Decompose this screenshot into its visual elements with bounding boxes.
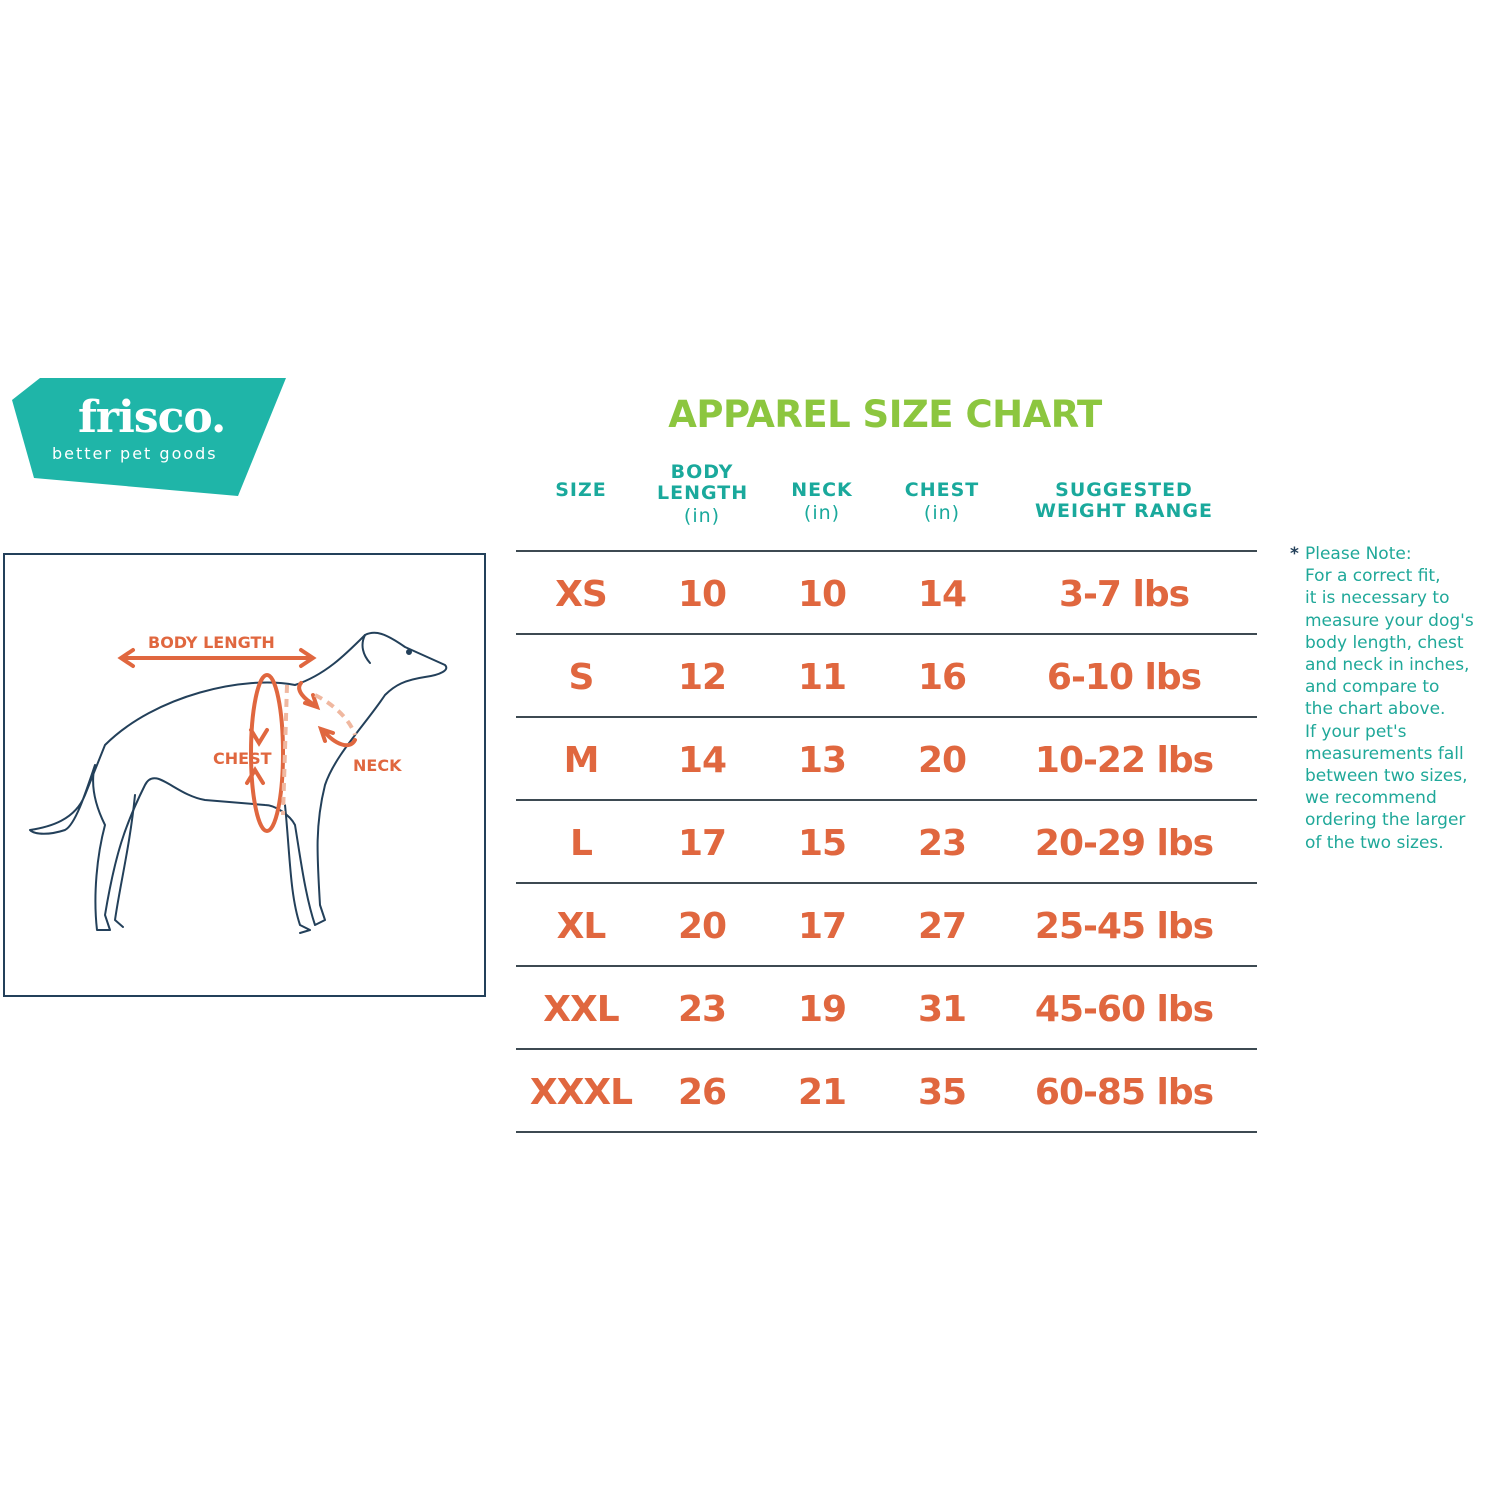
cell-size: XL <box>556 906 607 947</box>
row-divider <box>516 633 1257 635</box>
row-divider <box>516 965 1257 967</box>
cell-neck: 13 <box>797 740 847 781</box>
cell-chest: 35 <box>917 1072 967 1113</box>
note-line: For a correct fit, <box>1305 566 1441 587</box>
cell-weight-range: 45-60 lbs <box>1034 989 1214 1030</box>
table-row: S 12 11 16 6-10 lbs <box>516 636 1257 719</box>
header-unit: (in) <box>683 505 721 527</box>
note-line: of the two sizes. <box>1305 832 1444 853</box>
header-label: SIZE <box>555 479 607 501</box>
cell-size: XS <box>555 574 608 615</box>
table-row: M 14 13 20 10-22 lbs <box>516 719 1257 802</box>
cell-weight-range: 60-85 lbs <box>1034 1072 1214 1113</box>
cell-body-length: 14 <box>677 740 727 781</box>
note-line: between two sizes, <box>1305 766 1468 787</box>
cell-neck: 15 <box>797 823 847 864</box>
note-line: and compare to <box>1305 677 1440 698</box>
cell-body-length: 12 <box>677 657 727 698</box>
row-divider <box>516 1048 1257 1050</box>
cell-size: M <box>563 740 600 781</box>
neck-label: NECK <box>353 756 402 775</box>
header-weight-range: SUGGESTED WEIGHT RANGE <box>1034 480 1214 522</box>
cell-neck: 11 <box>797 657 847 698</box>
logo-tagline: better pet goods <box>52 444 218 463</box>
cell-body-length: 10 <box>677 574 727 615</box>
cell-body-length: 17 <box>677 823 727 864</box>
note-line: measurements fall <box>1305 743 1464 764</box>
note-line: it is necessary to <box>1305 588 1450 609</box>
header-label: SUGGESTED WEIGHT RANGE <box>1035 479 1213 522</box>
cell-chest: 14 <box>917 574 967 615</box>
body-length-label: BODY LENGTH <box>148 633 275 652</box>
cell-neck: 10 <box>797 574 847 615</box>
row-divider <box>516 882 1257 884</box>
header-unit: (in) <box>803 502 841 524</box>
header-body-length: BODY LENGTH (in) <box>652 462 752 527</box>
row-divider <box>516 550 1257 552</box>
logo-badge-shape <box>12 378 286 496</box>
cell-size: XXL <box>543 989 619 1030</box>
please-note: * Please Note: For a correct fit, it is ne… <box>1290 543 1474 854</box>
table-row: XXL 23 19 31 45-60 lbs <box>516 968 1257 1051</box>
dog-measurement-diagram: BODY LENGTH CHEST NECK <box>3 553 486 997</box>
logo-wordmark: frisco. <box>78 392 226 443</box>
cell-size: XXXL <box>529 1072 633 1113</box>
note-line: the chart above. <box>1305 699 1446 720</box>
note-line: If your pet's <box>1305 721 1407 742</box>
cell-neck: 21 <box>797 1072 847 1113</box>
note-line: and neck in inches, <box>1305 655 1470 676</box>
cell-neck: 17 <box>797 906 847 947</box>
cell-body-length: 26 <box>677 1072 727 1113</box>
cell-weight-range: 25-45 lbs <box>1034 906 1214 947</box>
dog-illustration <box>29 631 448 934</box>
cell-chest: 20 <box>917 740 967 781</box>
chart-title: APPAREL SIZE CHART <box>668 393 1102 436</box>
table-row: XL 20 17 27 25-45 lbs <box>516 885 1257 968</box>
cell-size: L <box>570 823 593 864</box>
table-row: XXXL 26 21 35 60-85 lbs <box>516 1051 1257 1134</box>
asterisk: * <box>1290 544 1299 564</box>
header-unit: (in) <box>923 502 961 524</box>
header-label: CHEST <box>904 479 980 501</box>
note-line: measure your dog's <box>1305 610 1474 631</box>
frisco-logo: frisco. better pet goods <box>12 378 287 496</box>
header-label: BODY LENGTH <box>657 461 749 504</box>
cell-chest: 16 <box>917 657 967 698</box>
header-size: SIZE <box>536 480 626 501</box>
cell-weight-range: 20-29 lbs <box>1034 823 1214 864</box>
cell-neck: 19 <box>797 989 847 1030</box>
row-divider <box>516 799 1257 801</box>
cell-body-length: 20 <box>677 906 727 947</box>
cell-body-length: 23 <box>677 989 727 1030</box>
row-divider <box>516 1131 1257 1133</box>
note-line: Please Note: <box>1305 544 1412 564</box>
table-row: L 17 15 23 20-29 lbs <box>516 802 1257 885</box>
header-chest: CHEST (in) <box>892 480 992 524</box>
cell-size: S <box>568 657 595 698</box>
cell-weight-range: 6-10 lbs <box>1046 657 1202 698</box>
cell-chest: 23 <box>917 823 967 864</box>
cell-weight-range: 3-7 lbs <box>1058 574 1190 615</box>
note-line: body length, chest <box>1305 632 1464 653</box>
cell-chest: 27 <box>917 906 967 947</box>
cell-weight-range: 10-22 lbs <box>1034 740 1214 781</box>
cell-chest: 31 <box>917 989 967 1030</box>
header-label: NECK <box>791 479 853 501</box>
table-row: XS 10 10 14 3-7 lbs <box>516 553 1257 636</box>
note-line: ordering the larger <box>1305 810 1466 831</box>
row-divider <box>516 716 1257 718</box>
note-line: we recommend <box>1305 788 1437 809</box>
chest-label: CHEST <box>213 749 272 768</box>
header-neck: NECK (in) <box>777 480 867 524</box>
